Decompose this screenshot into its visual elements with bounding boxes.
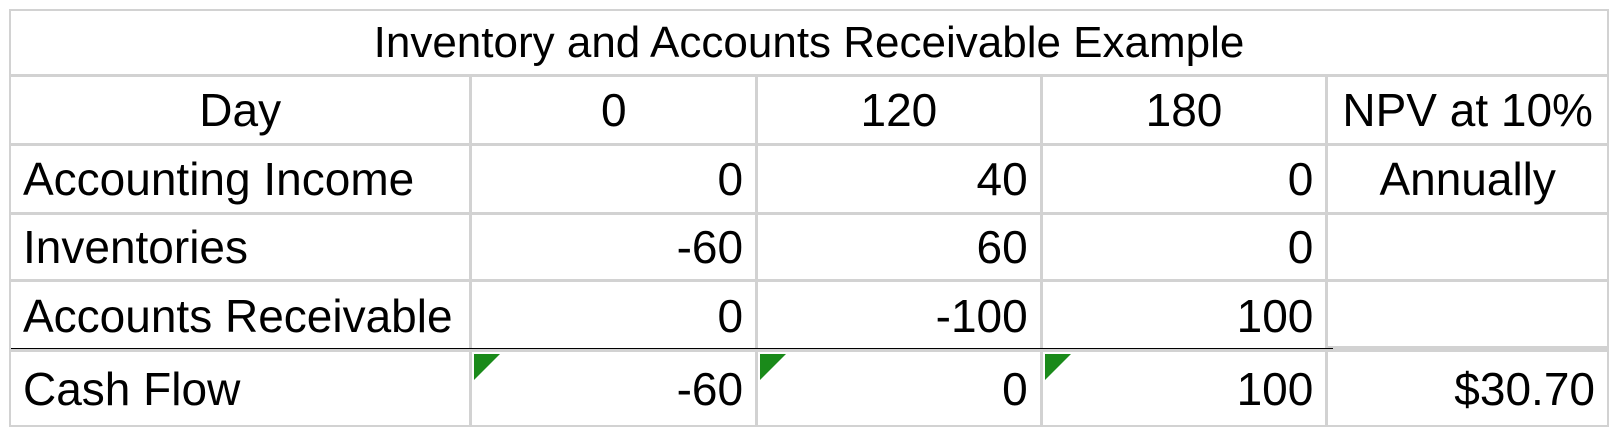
header-day-value: 0 [600,84,627,136]
cell-value: -60 [676,221,744,273]
table-row: Accounting Income 0 40 0 Annually [11,146,1607,215]
total-label: Cash Flow [23,362,241,415]
row-label: Accounts Receivable [23,289,453,342]
cell-value: -100 [935,289,1028,342]
value-cell[interactable]: -60 [472,215,759,279]
cell-value: 60 [976,221,1028,273]
error-indicator-icon[interactable] [1044,354,1071,380]
cell-value: -60 [676,362,744,415]
row-label-cell[interactable]: Accounts Receivable [11,282,473,349]
header-day-120-cell[interactable]: 120 [758,77,1043,143]
error-indicator-icon[interactable] [760,354,787,380]
cell-value: 0 [1002,362,1028,415]
header-day-label: Day [199,84,282,136]
value-cell[interactable]: -100 [758,282,1043,349]
cell-value: 100 [1236,289,1314,342]
table-title-cell[interactable]: Inventory and Accounts Receivable Exampl… [11,11,1607,77]
header-row: Day 0 120 180 NPV at 10% [11,77,1607,146]
row-label-cell[interactable]: Inventories [11,215,473,279]
npv-result-cell[interactable]: $30.70 [1328,352,1607,425]
value-cell[interactable]: 100 [1043,352,1329,425]
spreadsheet-table: Inventory and Accounts Receivable Exampl… [9,9,1609,427]
cell-value: 0 [717,289,744,342]
error-indicator-icon[interactable] [474,354,501,380]
header-day-value: 180 [1145,84,1223,136]
row-label: Accounting Income [23,153,415,205]
header-npv-cell[interactable]: NPV at 10% [1328,77,1607,143]
npv-annually-label: Annually [1379,153,1556,205]
header-day-180-cell[interactable]: 180 [1043,77,1329,143]
npv-cell[interactable] [1328,282,1607,349]
value-cell[interactable]: 0 [1043,146,1329,212]
cell-value: 100 [1236,362,1314,415]
cell-value: 40 [976,153,1028,205]
value-cell[interactable]: 0 [472,282,759,349]
value-cell[interactable]: 0 [758,352,1043,425]
row-label: Inventories [23,221,249,273]
header-day-0-cell[interactable]: 0 [472,77,759,143]
value-cell[interactable]: 60 [758,215,1043,279]
table-title: Inventory and Accounts Receivable Exampl… [373,17,1245,67]
table-row: Accounts Receivable 0 -100 100 [11,282,1607,349]
total-row: Cash Flow -60 0 100 $30.70 [11,349,1607,425]
cell-value: 0 [1287,153,1314,205]
cell-value: 0 [1287,221,1314,273]
header-day-value: 120 [860,84,938,136]
header-npv-label: NPV at 10% [1342,84,1593,136]
npv-cell[interactable] [1328,215,1607,279]
value-cell[interactable]: 0 [472,146,759,212]
value-cell[interactable]: -60 [472,352,759,425]
cell-value: 0 [717,153,744,205]
row-label-cell[interactable]: Cash Flow [11,352,473,425]
value-cell[interactable]: 0 [1043,215,1329,279]
header-day-label-cell[interactable]: Day [11,77,473,143]
table-row: Inventories -60 60 0 [11,215,1607,282]
value-cell[interactable]: 40 [758,146,1043,212]
npv-cell[interactable]: Annually [1328,146,1607,212]
row-label-cell[interactable]: Accounting Income [11,146,473,212]
value-cell[interactable]: 100 [1043,282,1329,349]
npv-result-value: $30.70 [1454,362,1595,415]
